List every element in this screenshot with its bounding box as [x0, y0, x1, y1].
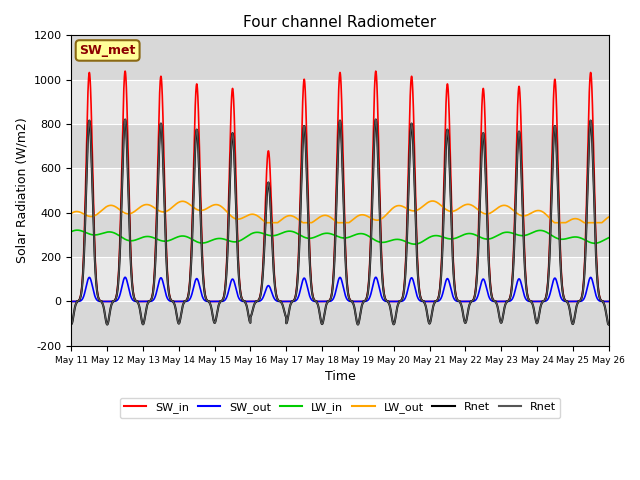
SW_out — [269, 292, 276, 298]
SW_in — [122, 68, 129, 74]
LW_in — [414, 241, 422, 247]
SW_in — [414, 268, 422, 274]
Rnet — [177, 313, 184, 319]
LW_out — [177, 199, 184, 204]
Title: Four channel Radiometer: Four channel Radiometer — [243, 15, 436, 30]
SW_in — [605, 299, 612, 304]
Bar — [72, 301, 609, 346]
SW_in — [177, 299, 184, 304]
LW_out — [414, 207, 422, 213]
LW_in — [603, 236, 611, 241]
Bar — [72, 80, 609, 124]
Rnet — [122, 117, 129, 122]
Rnet — [122, 117, 129, 122]
Y-axis label: Solar Radiation (W/m2): Solar Radiation (W/m2) — [15, 118, 28, 264]
SW_out — [68, 299, 76, 304]
Rnet — [414, 274, 422, 280]
SW_out — [414, 295, 422, 301]
X-axis label: Time: Time — [324, 370, 355, 383]
LW_in — [68, 229, 76, 235]
SW_in — [269, 233, 276, 239]
Rnet — [269, 247, 276, 253]
Rnet — [490, 298, 498, 304]
Rnet — [177, 313, 184, 319]
Rnet — [68, 321, 76, 327]
Rnet — [605, 322, 612, 327]
LW_in — [269, 233, 276, 239]
SW_in — [490, 298, 498, 304]
Bar — [72, 213, 609, 257]
Rnet — [490, 298, 498, 304]
Line: Rnet: Rnet — [72, 120, 609, 324]
LW_in — [411, 241, 419, 247]
Bar — [72, 36, 609, 80]
Rnet — [414, 274, 422, 280]
LW_in — [182, 234, 190, 240]
Rnet — [68, 321, 76, 327]
Bar — [72, 168, 609, 213]
Bar — [72, 257, 609, 301]
LW_out — [68, 211, 76, 216]
LW_out — [269, 220, 276, 226]
SW_out — [490, 299, 498, 304]
LW_out — [182, 199, 190, 205]
SW_out — [122, 275, 129, 280]
Rnet — [603, 314, 611, 320]
Rnet — [182, 298, 190, 303]
Rnet — [603, 314, 611, 320]
LW_out — [429, 198, 436, 204]
LW_in — [605, 235, 612, 240]
LW_in — [74, 227, 81, 233]
LW_in — [490, 234, 498, 240]
SW_out — [603, 299, 611, 304]
Rnet — [269, 247, 276, 253]
LW_out — [490, 207, 498, 213]
Line: SW_in: SW_in — [72, 71, 609, 301]
SW_out — [177, 299, 184, 304]
Line: Rnet: Rnet — [72, 120, 609, 324]
Legend: SW_in, SW_out, LW_in, LW_out, Rnet, Rnet: SW_in, SW_out, LW_in, LW_out, Rnet, Rnet — [120, 398, 560, 418]
Rnet — [182, 298, 190, 303]
LW_out — [262, 220, 270, 226]
Line: SW_out: SW_out — [72, 277, 609, 301]
SW_out — [182, 299, 190, 304]
LW_out — [605, 214, 612, 220]
SW_in — [182, 297, 190, 303]
SW_out — [605, 299, 612, 304]
SW_in — [603, 299, 611, 304]
LW_out — [603, 216, 611, 221]
Bar — [72, 124, 609, 168]
Rnet — [605, 322, 612, 327]
Line: LW_in: LW_in — [72, 230, 609, 244]
Text: SW_met: SW_met — [79, 44, 136, 57]
Line: LW_out: LW_out — [72, 201, 609, 223]
LW_in — [177, 233, 184, 239]
SW_in — [68, 299, 76, 304]
